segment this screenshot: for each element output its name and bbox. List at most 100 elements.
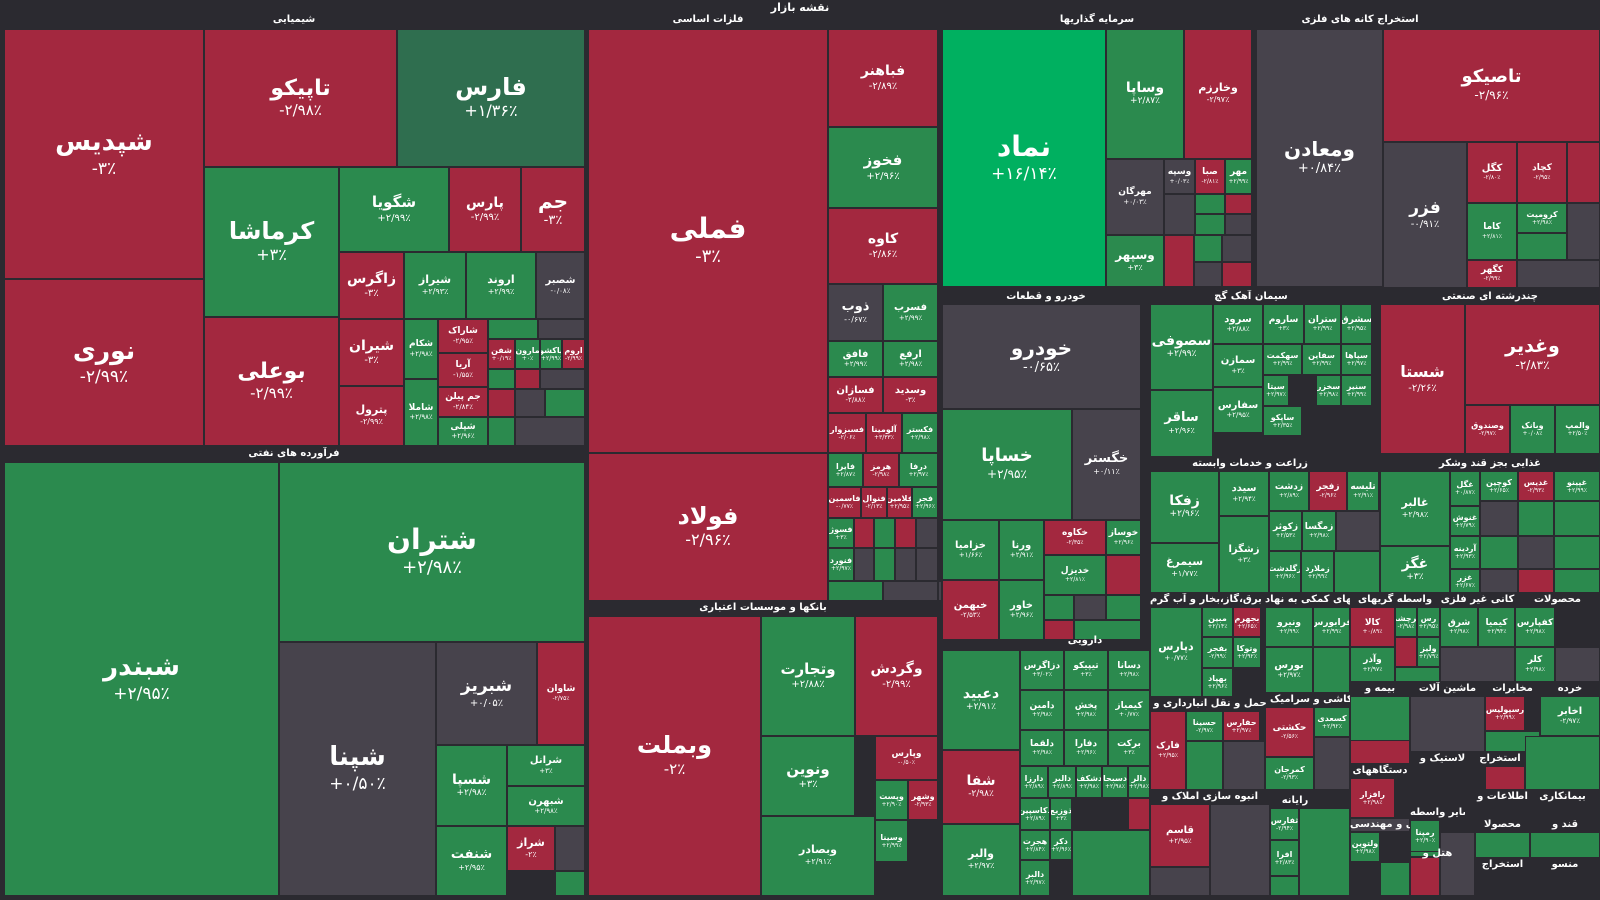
stock-tile[interactable]: ورنا +۲/۹۱٪ [999,520,1044,580]
stock-tile[interactable]: شبندر +۲/۹۵٪ [4,462,279,896]
stock-tile[interactable]: زدشت +۲/۸۹٪ [1269,471,1309,511]
stock-tile-small[interactable] [1225,214,1252,235]
stock-tile[interactable]: بفجر -۲/۹۹٪ [1202,637,1233,668]
stock-tile[interactable]: برکت +۳٪ [1108,730,1150,766]
stock-tile[interactable]: شاوان -۲/۷۵٪ [537,642,585,745]
stock-tile-small[interactable] [1210,804,1270,896]
stock-tile-small[interactable] [1410,696,1485,752]
stock-tile-small[interactable] [874,548,895,581]
stock-tile[interactable]: شاملا +۲/۹۸٪ [404,379,438,446]
stock-tile[interactable]: مهرگان +۰/۰۳٪ [1106,159,1164,235]
stock-tile-small[interactable] [1164,194,1195,235]
stock-tile[interactable]: شبهرن +۲/۹۸٪ [507,786,585,826]
stock-tile-small[interactable] [1225,194,1252,214]
stock-tile[interactable]: شیراز +۲/۹۳٪ [404,252,466,319]
stock-tile-small[interactable] [1517,233,1567,260]
stock-tile-small[interactable] [1044,620,1074,640]
stock-tile[interactable]: سرچشمه-۲/۹۸٪ [1395,607,1417,637]
stock-tile[interactable]: سفارس +۲/۹۵٪ [1213,387,1263,433]
stock-tile[interactable]: پترول -۲/۹۹٪ [339,386,404,446]
stock-tile[interactable]: خساپا +۲/۹۵٪ [942,409,1072,520]
stock-tile-small[interactable] [488,389,515,417]
stock-tile[interactable]: وساپا +۲/۸۷٪ [1106,29,1184,159]
stock-tile[interactable]: تاپیکو -۲/۹۸٪ [204,29,397,167]
stock-tile[interactable]: بوعلی -۲/۹۹٪ [204,317,339,446]
stock-tile[interactable]: حفارس +۲/۹۷٪ [1223,711,1260,741]
stock-tile-small[interactable] [545,389,585,417]
stock-tile[interactable]: کاوه -۲/۸۶٪ [828,208,938,284]
stock-tile-small[interactable] [1106,555,1141,595]
stock-tile[interactable]: دپارس +۰/۷۷٪ [1150,607,1202,697]
stock-tile[interactable]: جم -۳٪ [521,167,585,252]
stock-tile[interactable]: شگویا +۲/۹۹٪ [339,167,449,252]
stock-tile-small[interactable] [1072,830,1150,896]
stock-tile-small[interactable] [1480,569,1518,593]
stock-tile-small[interactable] [1350,818,1410,832]
stock-tile-small[interactable] [895,548,916,581]
stock-tile-small[interactable] [488,417,515,446]
stock-tile[interactable]: شستا -۲/۲۶٪ [1380,304,1465,454]
stock-tile[interactable]: ساپکو +۲/۳۵٪ [1263,406,1302,436]
stock-tile[interactable]: شکام +۲/۹۸٪ [404,319,438,379]
stock-tile[interactable]: سپاها +۲/۹۷٪ [1341,344,1372,375]
stock-tile-small[interactable] [1530,832,1600,858]
stock-tile-small[interactable] [874,518,895,548]
stock-tile[interactable]: وتوکا +۲/۹۲٪ [1233,637,1261,668]
stock-tile[interactable]: اخابر -۲/۹۷٪ [1540,696,1600,736]
stock-tile-small[interactable] [515,369,540,389]
stock-tile-small[interactable] [1475,832,1530,858]
stock-tile[interactable]: فکستر +۲/۹۸٪ [902,413,938,453]
stock-tile[interactable]: ساروم +۳٪ [1263,304,1304,344]
stock-tile[interactable]: دارزا +۲/۸۹٪ [1020,766,1048,798]
stock-tile[interactable]: فجر +۲/۹۶٪ [912,487,938,518]
stock-tile[interactable]: آردینه +۲/۹۳٪ [1450,536,1480,569]
stock-tile[interactable]: حسینا -۲/۹۷٪ [1186,711,1223,741]
stock-tile[interactable]: حکشتی -۲/۵۶٪ [1265,707,1314,757]
stock-tile[interactable]: ونیرو +۲/۹۹٪ [1265,607,1313,647]
stock-tile-small[interactable] [1480,501,1518,536]
stock-tile[interactable]: صبا -۲/۸۱٪ [1195,159,1225,194]
stock-tile[interactable]: دعبید +۲/۹۱٪ [942,650,1020,750]
stock-tile[interactable]: شرق +۲/۹۸٪ [1440,607,1478,647]
stock-tile-small[interactable] [1555,647,1600,682]
stock-tile[interactable]: دشکف +۲/۹۸٪ [1076,766,1102,798]
stock-tile-small[interactable] [1222,235,1252,262]
stock-tile[interactable]: زگلدشت +۲/۹۶٪ [1269,551,1301,593]
stock-tile[interactable]: وخارزم -۲/۹۷٪ [1184,29,1252,159]
stock-tile[interactable]: خبهمن -۲/۵۳٪ [942,580,999,640]
stock-tile-small[interactable] [1314,737,1350,790]
stock-tile-small[interactable] [1554,536,1600,569]
stock-tile[interactable]: سهکمت +۲/۹۹٪ [1263,344,1302,375]
stock-tile-small[interactable] [1313,647,1350,693]
stock-tile[interactable]: بورس +۲/۹۷٪ [1265,647,1313,693]
stock-tile[interactable]: شپدیس -۳٪ [4,29,204,279]
stock-tile[interactable]: زفکا +۲/۹۶٪ [1150,471,1219,543]
stock-tile-small[interactable] [1567,203,1600,260]
stock-tile[interactable]: کالا +۰/۸۹٪ [1350,607,1395,647]
stock-tile[interactable]: فسبزوار -۲/۰۶٪ [828,413,866,453]
stock-tile-small[interactable] [1395,637,1417,667]
stock-tile-small[interactable] [854,548,874,581]
stock-tile-small[interactable] [538,319,585,339]
stock-tile[interactable]: کمرجان -۲/۹۳٪ [1265,757,1314,790]
stock-tile[interactable]: کچاد -۲/۹۵٪ [1517,142,1567,203]
stock-tile[interactable]: وبانک +۰/۰۸٪ [1510,405,1555,454]
stock-tile[interactable]: ذوزیع +۳٪ [1050,798,1072,830]
stock-tile-small[interactable] [1150,867,1210,896]
stock-tile[interactable]: دالبر +۲/۸۹٪ [1048,766,1076,798]
stock-tile[interactable]: مبین +۲/۱۴٪ [1202,607,1233,637]
stock-tile[interactable]: فنوال -۲/۱۳٪ [861,487,887,518]
stock-tile[interactable]: شفا -۲/۹۸٪ [942,750,1020,824]
stock-tile-small[interactable] [1223,741,1265,790]
stock-tile[interactable]: دلقما +۲/۹۸٪ [1020,730,1064,766]
stock-tile[interactable]: سخزر +۲/۹۸٪ [1316,375,1341,406]
stock-tile[interactable]: وبصادر +۲/۹۱٪ [761,816,875,896]
stock-tile[interactable]: رافزار +۲/۹۸٪ [1350,778,1395,818]
stock-tile[interactable]: وصندوق -۲/۹۷٪ [1465,405,1510,454]
stock-tile[interactable]: فافق +۲/۹۹٪ [828,341,883,377]
stock-tile[interactable]: وسپهر +۳٪ [1106,235,1164,287]
stock-tile-small[interactable] [916,548,938,581]
stock-tile[interactable]: فملی -۳٪ [588,29,828,453]
stock-tile[interactable]: کیمیاز +۰/۷۷٪ [1108,690,1150,730]
stock-tile[interactable]: درفا +۲/۹۷٪ [899,453,938,487]
